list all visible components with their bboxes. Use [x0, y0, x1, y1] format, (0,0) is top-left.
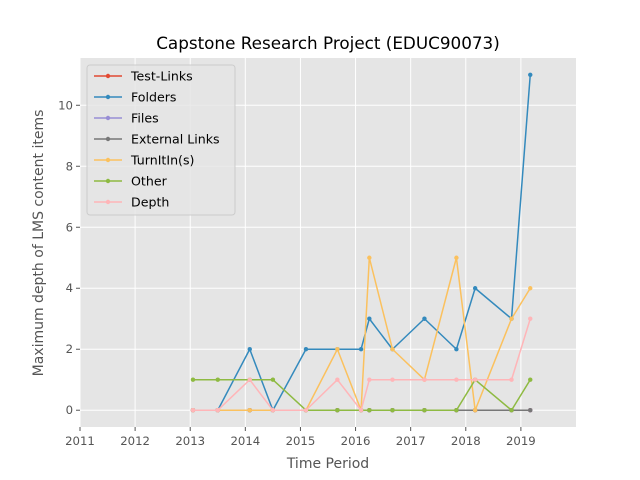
- x-tick-label: 2012: [120, 434, 150, 448]
- data-point: [358, 408, 364, 413]
- legend-item: Files: [94, 111, 159, 126]
- chart-title: Capstone Research Project (EDUC90073): [156, 33, 500, 53]
- legend-label: Depth: [131, 195, 169, 210]
- x-tick-label: 2011: [65, 434, 95, 448]
- data-point: [215, 408, 220, 413]
- data-point: [422, 408, 427, 413]
- data-point: [509, 377, 514, 382]
- y-tick-label: 2: [66, 342, 73, 356]
- legend: Test-Links Folders Files External Links Turn…: [86, 64, 236, 216]
- data-point: [528, 286, 533, 291]
- series-line: [192, 378, 531, 411]
- data-point: [335, 377, 340, 382]
- data-point: [270, 377, 276, 382]
- legend-label: External Links: [131, 132, 220, 147]
- data-point: [190, 408, 196, 413]
- data-point: [367, 377, 372, 382]
- y-tick-label: 6: [66, 220, 73, 234]
- data-point: [454, 255, 459, 260]
- legend-label: Test-Links: [130, 69, 193, 84]
- y-axis-ticks: 0 2 4 6 8 10: [58, 98, 80, 417]
- data-point: [390, 347, 395, 352]
- series-layer: [190, 72, 533, 413]
- series-line: [192, 318, 531, 411]
- legend-item: Test-Links: [94, 69, 193, 84]
- data-point: [247, 347, 252, 352]
- data-point: [390, 408, 395, 413]
- y-tick-label: 8: [66, 159, 73, 173]
- data-point: [454, 347, 459, 352]
- x-tick-label: 2016: [341, 434, 371, 448]
- data-point: [528, 408, 533, 413]
- legend-label: Other: [131, 174, 168, 189]
- data-point: [303, 408, 309, 413]
- legend-label: TurnItIn(s): [130, 153, 194, 168]
- data-point: [528, 316, 533, 321]
- legend-marker: [105, 157, 111, 163]
- legend-marker: [105, 73, 111, 79]
- data-point: [190, 377, 196, 382]
- data-point: [367, 316, 372, 321]
- legend-label: Files: [131, 111, 159, 126]
- data-point: [528, 72, 533, 77]
- data-point: [509, 316, 514, 321]
- legend-item: External Links: [94, 132, 220, 147]
- data-point: [358, 347, 364, 352]
- legend-marker: [105, 199, 111, 205]
- data-point: [454, 408, 459, 413]
- legend-item: Other: [94, 174, 168, 189]
- data-point: [247, 377, 252, 382]
- x-tick-label: 2019: [506, 434, 536, 448]
- data-point: [247, 408, 252, 413]
- data-point: [422, 316, 427, 321]
- legend-item: Folders: [94, 90, 176, 105]
- data-point: [335, 408, 340, 413]
- x-tick-label: 2017: [396, 434, 426, 448]
- data-point: [303, 347, 309, 352]
- legend-marker: [105, 94, 111, 100]
- x-tick-label: 2015: [286, 434, 316, 448]
- y-tick-label: 0: [66, 403, 73, 417]
- legend-marker: [105, 136, 111, 142]
- x-axis-ticks: 2011 2012 2013 2014 2015 2016 2017 2018 2019: [65, 427, 536, 448]
- data-point: [270, 408, 276, 413]
- data-point: [335, 347, 340, 352]
- data-point: [472, 408, 478, 413]
- data-point: [367, 408, 372, 413]
- y-tick-label: 4: [66, 281, 73, 295]
- y-axis-label: Maximum depth of LMS content items: [31, 110, 47, 377]
- data-point: [472, 286, 478, 291]
- data-point: [509, 408, 514, 413]
- data-point: [422, 377, 427, 382]
- data-point: [472, 377, 478, 382]
- legend-item: Depth: [94, 195, 169, 210]
- x-tick-label: 2013: [175, 434, 205, 448]
- x-tick-label: 2018: [451, 434, 481, 448]
- x-tick-label: 2014: [230, 434, 260, 448]
- data-point: [454, 377, 459, 382]
- series-depth: [190, 316, 533, 413]
- data-point: [528, 377, 533, 382]
- legend-marker: [105, 178, 111, 184]
- legend-item: TurnItIn(s): [94, 153, 194, 168]
- x-axis-label: Time Period: [286, 456, 369, 472]
- data-point: [367, 255, 372, 260]
- data-point: [390, 377, 395, 382]
- y-tick-label: 10: [58, 98, 73, 112]
- data-point: [215, 377, 220, 382]
- legend-label: Folders: [131, 90, 176, 105]
- legend-marker: [105, 115, 111, 121]
- legend-frame: [86, 64, 236, 216]
